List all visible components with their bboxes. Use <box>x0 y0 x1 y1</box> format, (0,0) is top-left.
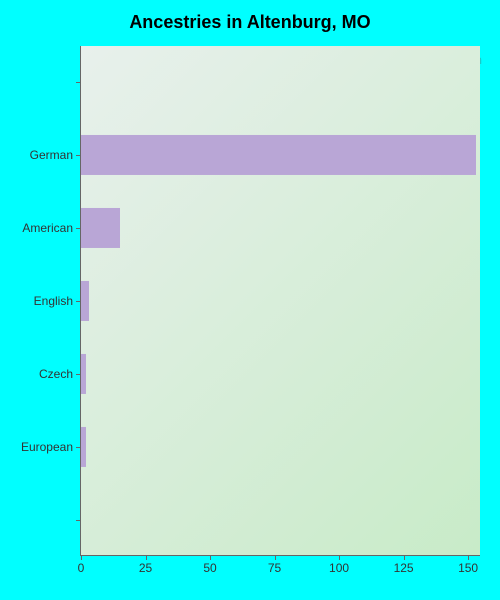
y-tick-label: German <box>30 148 73 162</box>
y-tick-mark <box>76 520 81 521</box>
x-tick-mark <box>339 555 340 560</box>
x-tick-mark <box>404 555 405 560</box>
bar <box>81 354 86 394</box>
y-tick-mark <box>76 82 81 83</box>
chart-title: Ancestries in Altenburg, MO <box>0 12 500 33</box>
x-tick-mark <box>81 555 82 560</box>
x-tick-label: 25 <box>139 561 152 575</box>
plot-area: 0255075100125150GermanAmericanEnglishCze… <box>80 46 480 556</box>
bar <box>81 281 89 321</box>
bar <box>81 427 86 467</box>
bar <box>81 208 120 248</box>
x-tick-label: 100 <box>329 561 349 575</box>
x-tick-label: 125 <box>394 561 414 575</box>
x-tick-label: 50 <box>203 561 216 575</box>
x-tick-mark <box>210 555 211 560</box>
x-tick-mark <box>275 555 276 560</box>
x-tick-label: 150 <box>458 561 478 575</box>
chart-container: Ancestries in Altenburg, MO City-Data.co… <box>0 0 500 600</box>
y-tick-label: American <box>22 221 73 235</box>
y-tick-label: European <box>21 440 73 454</box>
bar <box>81 135 476 175</box>
x-tick-label: 75 <box>268 561 281 575</box>
x-tick-mark <box>468 555 469 560</box>
x-tick-label: 0 <box>78 561 85 575</box>
x-tick-mark <box>146 555 147 560</box>
y-tick-label: English <box>34 294 73 308</box>
y-tick-label: Czech <box>39 367 73 381</box>
